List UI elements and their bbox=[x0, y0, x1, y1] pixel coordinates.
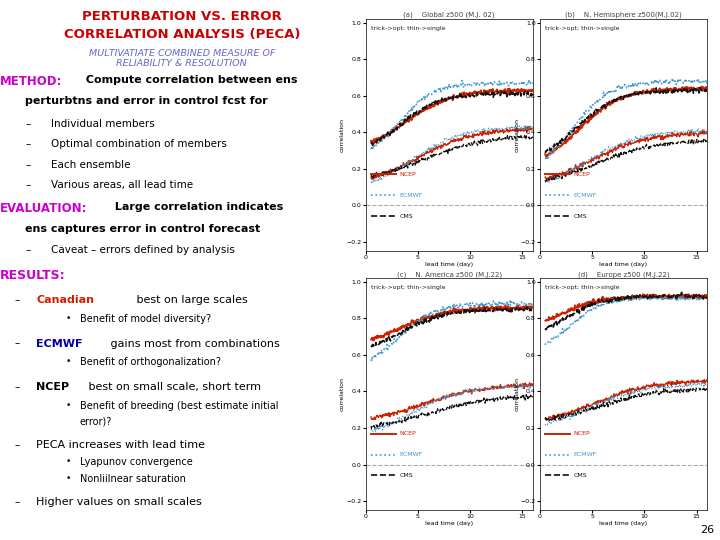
Text: CMS: CMS bbox=[399, 214, 413, 219]
Text: Optimal combination of members: Optimal combination of members bbox=[51, 139, 227, 150]
Text: Lyapunov convergence: Lyapunov convergence bbox=[80, 457, 193, 468]
Text: ens captures error in control forecast: ens captures error in control forecast bbox=[25, 224, 261, 234]
Text: NCEP: NCEP bbox=[573, 172, 590, 177]
Text: ECMWF: ECMWF bbox=[573, 193, 597, 198]
Y-axis label: correlation: correlation bbox=[514, 377, 519, 411]
Title: (a)    Global z500 (M.J. 02): (a) Global z500 (M.J. 02) bbox=[403, 12, 495, 18]
Text: Benefit of orthogonalization?: Benefit of orthogonalization? bbox=[80, 357, 221, 368]
Text: –: – bbox=[14, 295, 19, 306]
Text: –: – bbox=[25, 139, 31, 150]
Text: METHOD:: METHOD: bbox=[0, 75, 63, 87]
Text: ECMWF: ECMWF bbox=[399, 193, 423, 198]
Text: EVALUATION:: EVALUATION: bbox=[0, 202, 88, 215]
Text: trick->opt; thin->single: trick->opt; thin->single bbox=[545, 26, 619, 31]
Title: (c)    N. America z500 (M.J.22): (c) N. America z500 (M.J.22) bbox=[397, 271, 502, 278]
Text: –: – bbox=[25, 119, 31, 129]
Text: •: • bbox=[66, 474, 71, 483]
Text: gains most from combinations: gains most from combinations bbox=[107, 339, 280, 349]
Text: ECMWF: ECMWF bbox=[37, 339, 83, 349]
Text: Canadian: Canadian bbox=[37, 295, 94, 306]
Text: ECMWF: ECMWF bbox=[573, 452, 597, 457]
Text: –: – bbox=[25, 180, 31, 191]
Text: NCEP: NCEP bbox=[399, 172, 415, 177]
Text: CMS: CMS bbox=[399, 473, 413, 478]
Text: Caveat – errors defined by analysis: Caveat – errors defined by analysis bbox=[51, 245, 235, 255]
Text: Compute correlation between ens: Compute correlation between ens bbox=[82, 75, 297, 85]
Text: Each ensemble: Each ensemble bbox=[51, 160, 130, 170]
Text: •: • bbox=[66, 357, 71, 367]
Text: RELIABILITY & RESOLUTION: RELIABILITY & RESOLUTION bbox=[117, 59, 247, 69]
Text: NCEP: NCEP bbox=[399, 431, 415, 436]
Text: 26: 26 bbox=[700, 524, 714, 535]
X-axis label: lead time (day): lead time (day) bbox=[600, 521, 647, 526]
Text: –: – bbox=[25, 245, 31, 255]
Text: Large correlation indicates: Large correlation indicates bbox=[111, 202, 283, 212]
Text: –: – bbox=[14, 382, 19, 392]
Text: PECA increases with lead time: PECA increases with lead time bbox=[37, 440, 205, 450]
X-axis label: lead time (day): lead time (day) bbox=[426, 521, 473, 526]
Text: trick->opt; thin->single: trick->opt; thin->single bbox=[371, 285, 445, 290]
Y-axis label: correlation: correlation bbox=[514, 118, 519, 152]
Text: Benefit of breeding (best estimate initial: Benefit of breeding (best estimate initi… bbox=[80, 401, 279, 411]
Text: ECMWF: ECMWF bbox=[399, 452, 423, 457]
Text: Various areas, all lead time: Various areas, all lead time bbox=[51, 180, 193, 191]
Text: RESULTS:: RESULTS: bbox=[0, 269, 66, 282]
Text: •: • bbox=[66, 401, 71, 410]
X-axis label: lead time (day): lead time (day) bbox=[600, 262, 647, 267]
Text: NCEP: NCEP bbox=[37, 382, 70, 392]
Text: error)?: error)? bbox=[80, 417, 112, 427]
Text: Individual members: Individual members bbox=[51, 119, 155, 129]
Text: trick->opt; thin->single: trick->opt; thin->single bbox=[545, 285, 619, 290]
Y-axis label: correlation: correlation bbox=[340, 118, 345, 152]
Text: trick->opt; thin->single: trick->opt; thin->single bbox=[371, 26, 445, 31]
X-axis label: lead time (day): lead time (day) bbox=[426, 262, 473, 267]
Text: Higher values on small scales: Higher values on small scales bbox=[37, 497, 202, 507]
Text: NCEP: NCEP bbox=[573, 431, 590, 436]
Text: perturbtns and error in control fcst for: perturbtns and error in control fcst for bbox=[25, 96, 269, 106]
Text: –: – bbox=[14, 440, 19, 450]
Text: –: – bbox=[14, 497, 19, 507]
Title: (d)    Europe z500 (M.J.22): (d) Europe z500 (M.J.22) bbox=[577, 271, 670, 278]
Y-axis label: correlation: correlation bbox=[340, 377, 345, 411]
Text: Benefit of model diversity?: Benefit of model diversity? bbox=[80, 314, 211, 325]
Text: PERTURBATION VS. ERROR: PERTURBATION VS. ERROR bbox=[82, 10, 282, 23]
Text: •: • bbox=[66, 457, 71, 467]
Title: (b)    N. Hemisphere z500(M.J.02): (b) N. Hemisphere z500(M.J.02) bbox=[565, 12, 682, 18]
Text: best on large scales: best on large scales bbox=[132, 295, 248, 306]
Text: Nonliilnear saturation: Nonliilnear saturation bbox=[80, 474, 186, 484]
Text: CMS: CMS bbox=[573, 214, 587, 219]
Text: CMS: CMS bbox=[573, 473, 587, 478]
Text: CORRELATION ANALYSIS (PECA): CORRELATION ANALYSIS (PECA) bbox=[63, 28, 300, 41]
Text: •: • bbox=[66, 314, 71, 323]
Text: best on small scale, short term: best on small scale, short term bbox=[86, 382, 261, 392]
Text: MULTIVATIATE COMBINED MEASURE OF: MULTIVATIATE COMBINED MEASURE OF bbox=[89, 49, 275, 58]
Text: –: – bbox=[25, 160, 31, 170]
Text: –: – bbox=[14, 339, 19, 349]
